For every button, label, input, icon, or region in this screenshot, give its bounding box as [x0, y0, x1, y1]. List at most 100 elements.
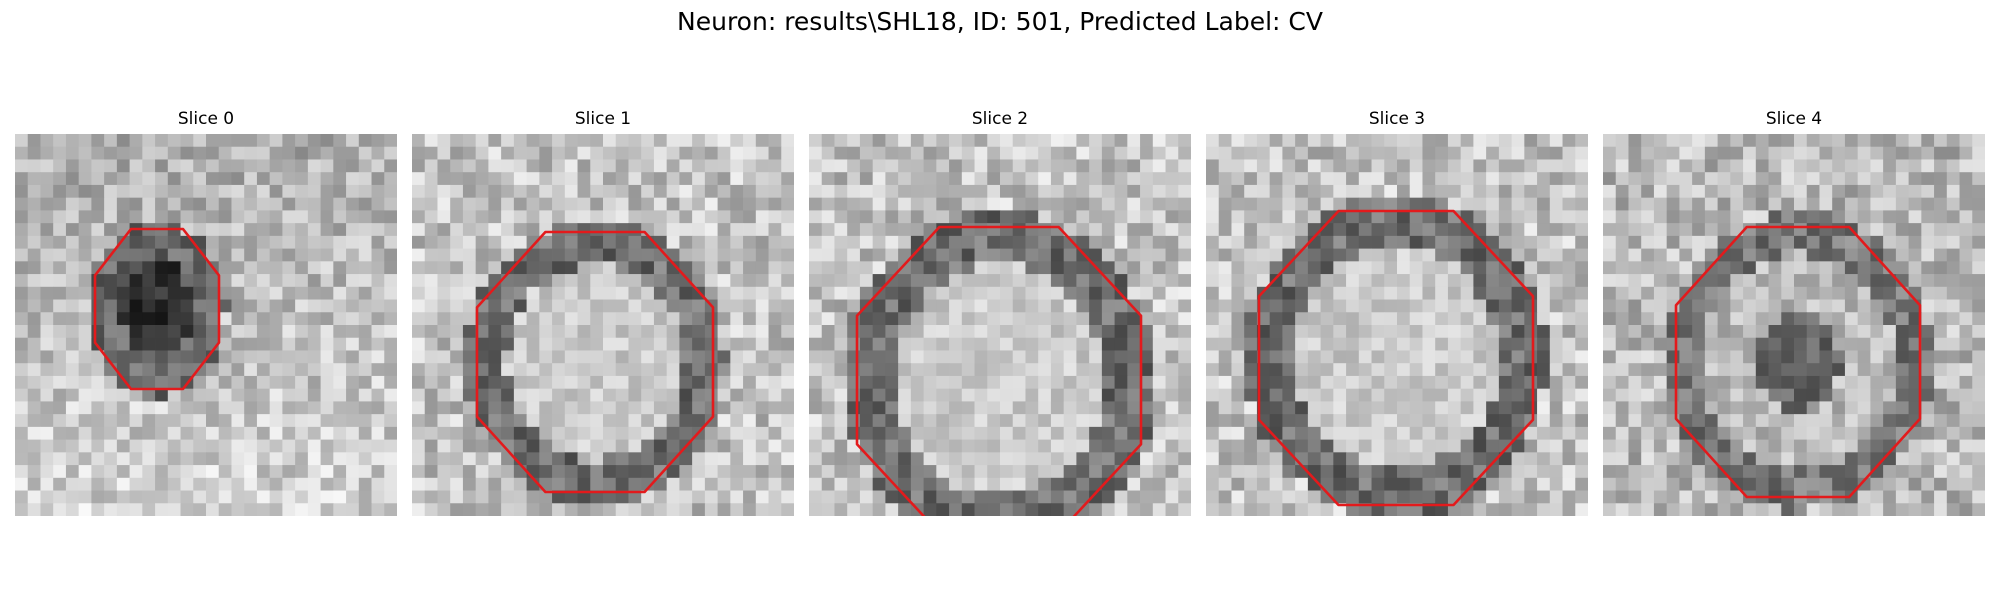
pixel	[1692, 235, 1706, 249]
pixel	[692, 363, 706, 377]
pixel	[1946, 197, 1960, 211]
pixel	[1498, 477, 1512, 491]
pixel	[552, 172, 566, 186]
pixel	[653, 159, 668, 173]
pixel	[809, 325, 823, 339]
pixel	[1256, 197, 1271, 211]
pixel	[78, 503, 92, 516]
pixel	[847, 172, 861, 186]
pixel	[949, 134, 963, 148]
pixel	[717, 286, 731, 300]
pixel	[641, 274, 655, 288]
pixel	[615, 477, 629, 491]
pixel	[437, 210, 451, 224]
pixel	[1692, 223, 1706, 237]
pixel	[666, 401, 680, 415]
pixel	[437, 184, 451, 199]
slice-image	[15, 134, 397, 516]
pixel	[1819, 134, 1833, 148]
pixel	[859, 235, 874, 249]
pixel	[743, 363, 757, 377]
pixel	[768, 274, 782, 288]
pixel	[910, 261, 924, 275]
pixel	[1704, 375, 1718, 390]
pixel	[282, 223, 296, 237]
pixel	[1358, 388, 1372, 402]
pixel	[1537, 197, 1551, 211]
pixel	[384, 414, 397, 428]
pixel	[1025, 337, 1039, 351]
pixel	[53, 388, 67, 402]
pixel	[872, 146, 886, 160]
pixel	[27, 325, 41, 339]
pixel	[666, 490, 680, 504]
pixel	[1127, 184, 1141, 199]
pixel	[1218, 477, 1232, 491]
pixel	[320, 159, 334, 173]
pixel	[1883, 388, 1897, 402]
pixel	[834, 274, 848, 288]
pixel	[1562, 248, 1576, 262]
pixel	[437, 414, 451, 428]
pixel	[307, 477, 321, 491]
pixel	[15, 299, 29, 313]
pixel	[768, 477, 782, 491]
pixel	[1921, 210, 1935, 224]
pixel	[872, 337, 886, 351]
pixel	[1524, 350, 1538, 364]
pixel	[1794, 184, 1808, 199]
pixel	[885, 401, 899, 415]
pixel	[1307, 350, 1321, 364]
pixel	[1870, 452, 1884, 466]
pixel	[1603, 172, 1617, 186]
pixel	[1295, 325, 1309, 339]
pixel	[1562, 477, 1576, 491]
pixel	[1076, 235, 1090, 249]
pixel	[1908, 350, 1922, 364]
pixel	[218, 184, 232, 199]
pixel	[1972, 350, 1985, 364]
pixel	[450, 363, 464, 377]
pixel	[552, 146, 566, 160]
pixel	[552, 134, 566, 148]
pixel	[371, 452, 385, 466]
pixel	[885, 452, 899, 466]
pixel	[628, 465, 642, 479]
pixel	[615, 414, 629, 428]
pixel	[961, 426, 975, 440]
pixel	[615, 286, 629, 300]
pixel	[244, 184, 258, 199]
pixel	[244, 210, 258, 224]
pixel	[53, 337, 67, 351]
pixel	[1178, 223, 1191, 237]
pixel	[1755, 312, 1769, 326]
pixel	[371, 248, 385, 262]
pixel	[1768, 274, 1782, 288]
pixel	[885, 286, 899, 300]
pixel	[1397, 477, 1411, 491]
pixel	[743, 337, 757, 351]
pixel	[256, 184, 271, 199]
pixel	[1781, 388, 1795, 402]
pixel	[513, 286, 527, 300]
pixel	[180, 172, 194, 186]
pixel	[1460, 312, 1474, 326]
pixel	[333, 197, 347, 211]
pixel	[1295, 223, 1309, 237]
pixel	[1883, 197, 1897, 211]
pixel	[590, 325, 604, 339]
pixel	[1537, 274, 1551, 288]
pixel	[450, 414, 464, 428]
pixel	[1050, 426, 1065, 440]
pixel	[1972, 274, 1985, 288]
pixel	[1486, 414, 1500, 428]
pixel	[1025, 439, 1039, 453]
pixel	[653, 184, 668, 199]
pixel	[269, 146, 283, 160]
pixel	[1101, 248, 1115, 262]
slice-panel-1: Slice 1	[412, 108, 794, 516]
pixel	[539, 388, 553, 402]
pixel	[1921, 299, 1935, 313]
pixel	[1959, 477, 1973, 491]
pixel	[78, 465, 92, 479]
